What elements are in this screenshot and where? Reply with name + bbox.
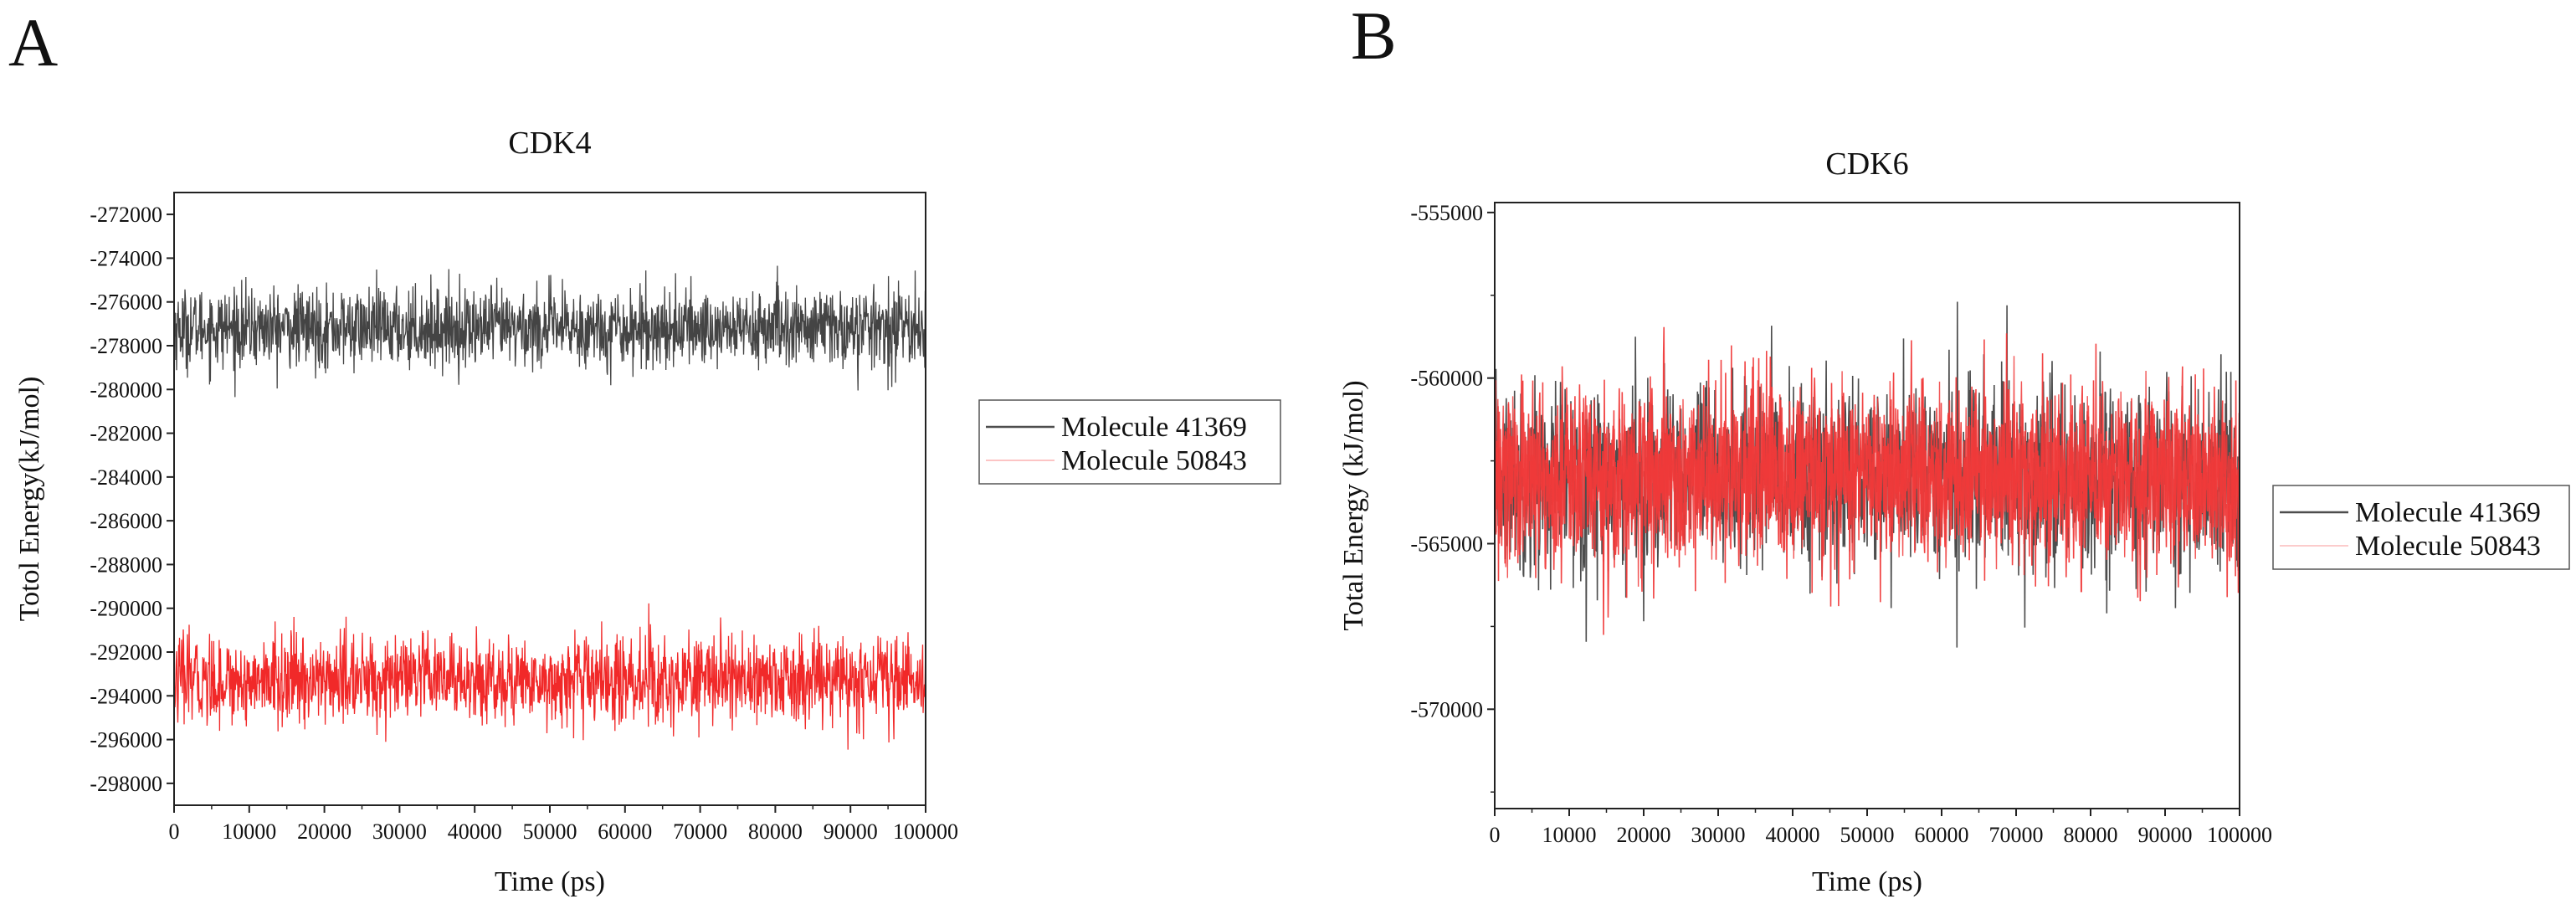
series-line-1 [173,265,926,398]
x-tick-label: 100000 [2207,823,2272,847]
legend-label-2: Molecule 50843 [2355,531,2541,562]
y-tick-label: -298000 [90,772,162,796]
x-tick-label: 0 [1490,823,1501,847]
x-tick-label: 50000 [1840,823,1895,847]
legend-box [2272,485,2570,570]
y-tick-label: -288000 [90,552,162,577]
legend-label-1: Molecule 41369 [1061,412,1247,443]
chart-cdk4: -272000 -274000 -276000 -278000 -280000 -2820… [14,126,1281,897]
x-tick-label: 60000 [598,819,652,844]
legend-label-1: Molecule 41369 [2355,497,2541,528]
x-tick-label: 80000 [748,819,803,844]
y-tick-label: -560000 [1410,367,1483,391]
x-tick-label: 40000 [448,819,502,844]
y-axis-label: Total Energy (kJ/mol) [1338,380,1369,630]
x-tick-label: 70000 [1989,823,2044,847]
x-tick-label: 20000 [297,819,352,844]
x-tick-label: 90000 [2138,823,2193,847]
x-tick-label: 30000 [372,819,427,844]
chart-title: CDK4 [508,126,591,161]
series-line-2-overlay [1494,356,2240,593]
y-tick-label: -276000 [90,290,162,315]
x-tick-label: 20000 [1617,823,1671,847]
x-tick-label: 40000 [1766,823,1820,847]
y-tick-label: -278000 [90,334,162,358]
y-tick-label: -282000 [90,422,162,446]
x-tick-label: 60000 [1915,823,1969,847]
series-line-2 [173,603,926,750]
y-tick-label: -286000 [90,509,162,533]
y-tick-label: -570000 [1410,697,1483,722]
x-axis-label: Time (ps) [495,866,605,897]
x-tick-label: 50000 [523,819,577,844]
x-axis-label: Time (ps) [1812,866,1922,897]
y-tick-label: -296000 [90,728,162,752]
y-tick-label: -284000 [90,465,162,490]
y-tick-label: -565000 [1410,532,1483,556]
legend-label-2: Molecule 50843 [1061,445,1247,476]
y-tick-label: -272000 [90,203,162,227]
legend-box [978,399,1281,485]
x-tick-label: 30000 [1691,823,1746,847]
y-axis-label: Totol Energy(kJ/mol) [14,377,45,622]
y-tick-label: -294000 [90,684,162,708]
x-tick-label: 10000 [1542,823,1597,847]
y-tick-label: -292000 [90,640,162,665]
x-tick-label: 90000 [824,819,878,844]
x-tick-label: 0 [169,819,180,844]
panel-b-letter: B [1351,0,1397,74]
y-tick-label: -274000 [90,246,162,270]
y-tick-label: -280000 [90,378,162,402]
y-tick-label: -555000 [1410,201,1483,225]
x-tick-label: 80000 [2064,823,2118,847]
x-tick-label: 100000 [893,819,958,844]
chart-cdk6: -555000 -560000 -565000 -570000 0 10000 20000 3… [1338,146,2570,897]
x-tick-label: 70000 [673,819,727,844]
panel-a-letter: A [8,4,58,80]
x-tick-label: 10000 [222,819,276,844]
chart-title: CDK6 [1825,146,1908,182]
y-tick-label: -290000 [90,597,162,621]
